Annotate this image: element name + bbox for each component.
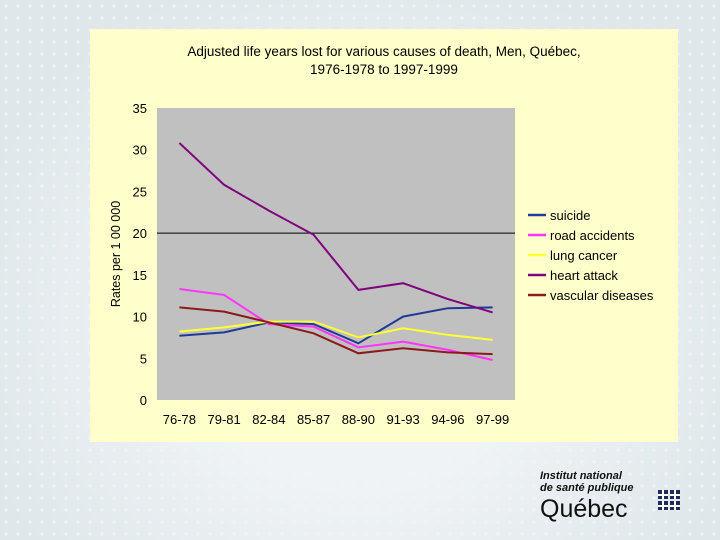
legend-entry: heart attack — [550, 268, 618, 283]
y-tick-label: 0 — [140, 393, 147, 408]
logo-line-3: Québec — [540, 495, 628, 523]
x-tick-labels: 76-78 79-81 82-84 85-87 88-90 91-93 94-96 97-99 — [163, 412, 510, 427]
logo-line-1: Institut national — [540, 470, 622, 482]
legend: suicide road accidents lung cancer heart at… — [528, 208, 654, 303]
legend-entry: suicide — [550, 208, 590, 223]
legend-entry: vascular diseases — [550, 288, 654, 303]
x-tick-label: 76-78 — [163, 412, 196, 427]
x-tick-label: 97-99 — [476, 412, 509, 427]
line-chart: Adjusted life years lost for various cau… — [109, 44, 654, 427]
chart-panel: Adjusted life years lost for various cau… — [90, 29, 678, 442]
plot-area — [157, 108, 515, 400]
x-tick-label: 94-96 — [431, 412, 464, 427]
series-line-vascular-diseases — [179, 306, 493, 356]
x-tick-label: 82-84 — [252, 412, 285, 427]
x-tick-label: 88-90 — [342, 412, 375, 427]
y-tick-label: 30 — [133, 143, 147, 158]
series-line-suicide — [179, 306, 493, 345]
x-tick-label: 91-93 — [387, 412, 420, 427]
chart-subtitle: 1976-1978 to 1997-1999 — [310, 62, 458, 77]
y-axis-label: Rates per 1 00 000 — [109, 201, 123, 307]
logo-line-2: de santé publique — [540, 482, 634, 494]
y-tick-labels: 0 5 10 15 20 25 30 35 — [133, 101, 147, 408]
series-line-lung-cancer — [179, 320, 493, 341]
y-tick-label: 15 — [133, 268, 147, 283]
y-tick-label: 10 — [133, 310, 147, 325]
x-tick-label: 85-87 — [297, 412, 330, 427]
inspq-logo: Institut national de santé publique Québ… — [540, 470, 710, 525]
legend-entry: road accidents — [550, 228, 635, 243]
series-line-road-accidents — [179, 288, 493, 361]
legend-entry: lung cancer — [550, 248, 618, 263]
y-tick-label: 25 — [133, 184, 147, 199]
x-tick-label: 79-81 — [208, 412, 241, 427]
y-tick-label: 35 — [133, 101, 147, 116]
y-tick-label: 5 — [140, 351, 147, 366]
series-line-heart-attack — [178, 142, 493, 314]
chart-title: Adjusted life years lost for various cau… — [187, 44, 580, 59]
y-tick-label: 20 — [133, 226, 147, 241]
series-layer — [178, 142, 493, 361]
